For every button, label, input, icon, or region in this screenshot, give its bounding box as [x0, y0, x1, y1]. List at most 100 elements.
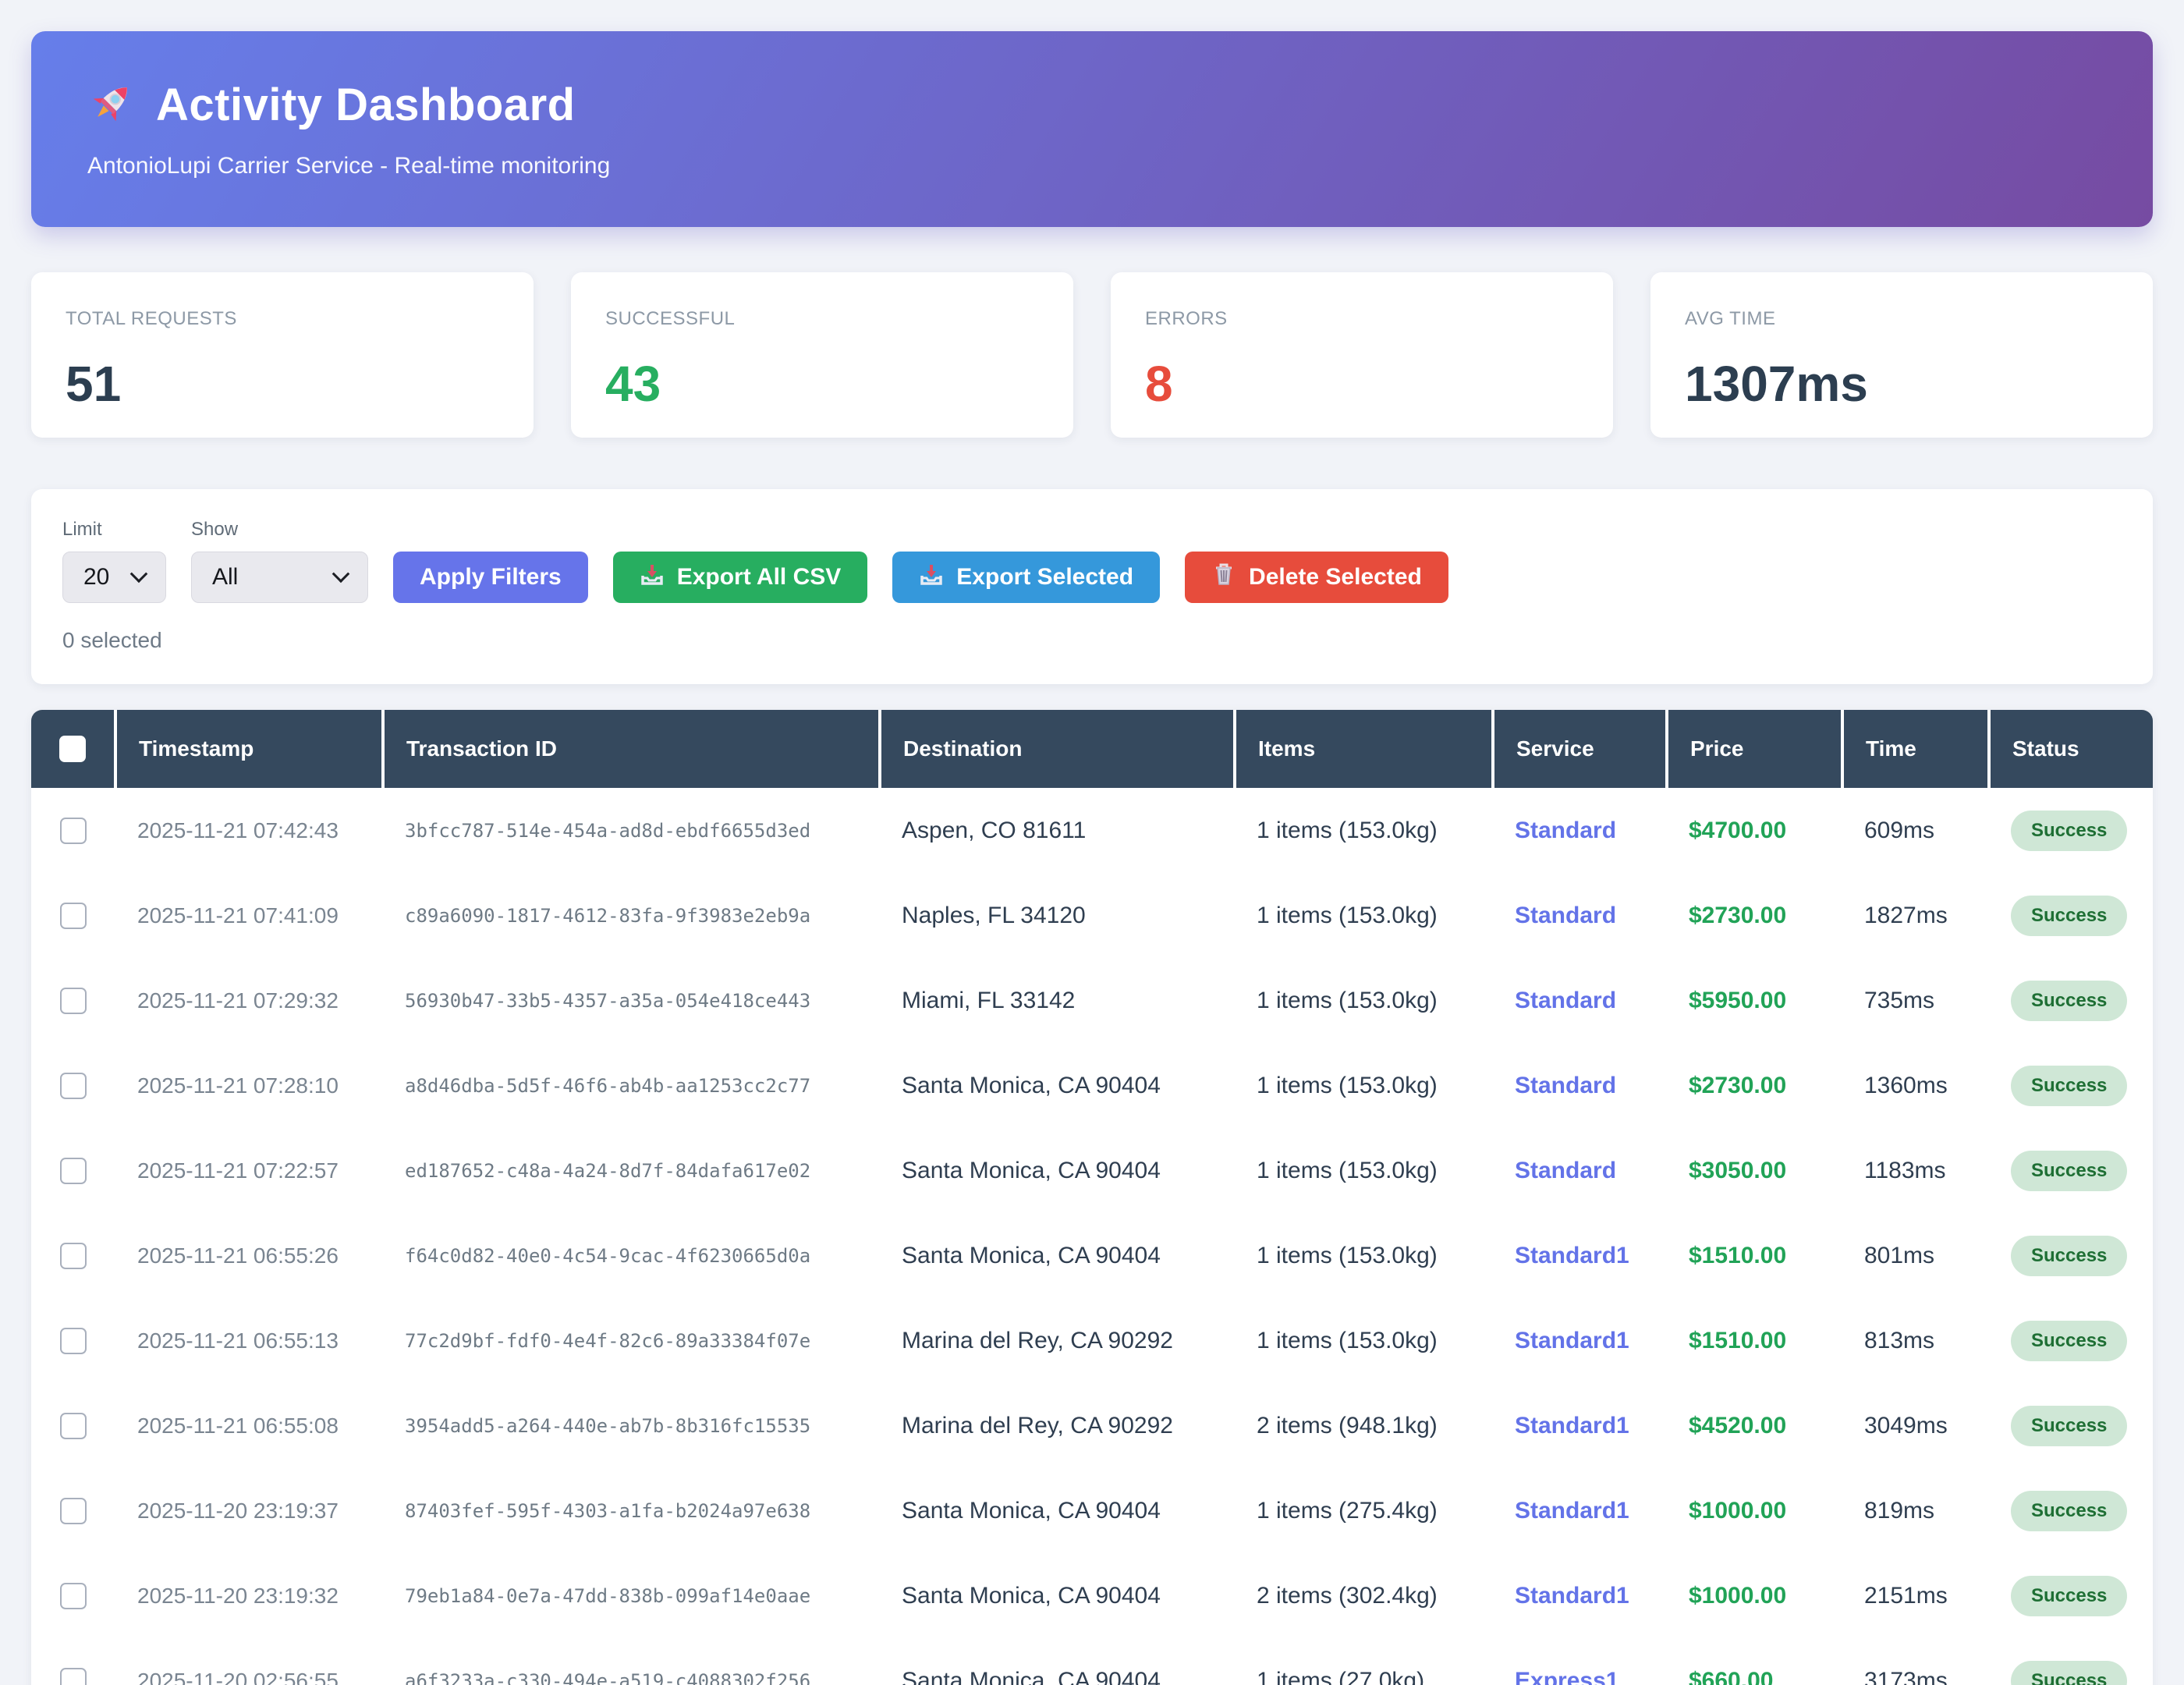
cell-price: $3050.00 — [1689, 1157, 1787, 1183]
delete-selected-button[interactable]: Delete Selected — [1185, 552, 1448, 603]
page-title: Activity Dashboard — [156, 80, 576, 130]
limit-select[interactable]: 20 — [62, 552, 166, 603]
cell-transaction-id: 3bfcc787-514e-454a-ad8d-ebdf6655d3ed — [405, 819, 811, 842]
cell-destination: Aspen, CO 81611 — [902, 817, 1087, 843]
status-badge: Success — [2011, 1660, 2128, 1685]
row-checkbox[interactable] — [60, 1327, 87, 1354]
cell-transaction-id: a6f3233a-c330-494e-a519-c4088302f256 — [405, 1669, 811, 1685]
show-select[interactable]: All — [191, 552, 368, 603]
status-badge: Success — [2011, 980, 2128, 1021]
status-badge: Success — [2011, 1150, 2128, 1191]
activity-table: Timestamp Transaction ID Destination Ite… — [31, 710, 2153, 1685]
cell-price: $1000.00 — [1689, 1582, 1787, 1609]
cell-time: 813ms — [1864, 1327, 1935, 1353]
cell-service: Standard1 — [1515, 1582, 1629, 1609]
table-row: 2025-11-20 02:56:55 a6f3233a-c330-494e-a… — [31, 1638, 2153, 1685]
row-checkbox-cell — [31, 958, 115, 1043]
column-header-time: Time — [1842, 710, 1991, 788]
limit-label: Limit — [62, 519, 102, 540]
cell-timestamp: 2025-11-20 02:56:55 — [137, 1668, 339, 1685]
column-header-transaction-id: Transaction ID — [383, 710, 881, 788]
stat-value-avg-time: 1307ms — [1685, 356, 1868, 412]
cell-items: 1 items (275.4kg) — [1257, 1497, 1438, 1524]
column-header-service: Service — [1493, 710, 1668, 788]
cell-items: 1 items (153.0kg) — [1257, 1327, 1438, 1353]
download-tray-icon — [919, 562, 944, 593]
stat-label: ERRORS — [1145, 308, 1228, 329]
cell-timestamp: 2025-11-21 06:55:08 — [137, 1413, 339, 1438]
stat-card-errors: ERRORS 8 — [1111, 272, 1613, 438]
cell-time: 1360ms — [1864, 1072, 1948, 1098]
export-selected-button[interactable]: Export Selected — [892, 552, 1161, 603]
cell-timestamp: 2025-11-21 06:55:13 — [137, 1328, 339, 1353]
cell-status: Success — [1989, 1043, 2153, 1128]
limit-select-value: 20 — [83, 564, 110, 590]
row-checkbox[interactable] — [60, 902, 87, 929]
row-checkbox[interactable] — [60, 817, 87, 844]
status-badge: Success — [2011, 1405, 2128, 1446]
cell-time: 801ms — [1864, 1242, 1935, 1268]
cell-service: Standard1 — [1515, 1327, 1629, 1353]
cell-items: 1 items (153.0kg) — [1257, 1072, 1438, 1098]
cell-transaction-id: 77c2d9bf-fdf0-4e4f-82c6-89a33384f07e — [405, 1329, 811, 1352]
cell-status: Success — [1989, 873, 2153, 958]
cell-time: 819ms — [1864, 1497, 1935, 1524]
cell-transaction-id: a8d46dba-5d5f-46f6-ab4b-aa1253cc2c77 — [405, 1074, 811, 1097]
stat-value-errors: 8 — [1145, 356, 1173, 412]
status-badge: Success — [2011, 1065, 2128, 1106]
cell-items: 1 items (27.0kg) — [1257, 1667, 1425, 1685]
cell-status: Success — [1989, 1638, 2153, 1685]
show-select-value: All — [212, 564, 239, 590]
cell-timestamp: 2025-11-21 07:42:43 — [137, 818, 339, 842]
select-all-checkbox[interactable] — [59, 736, 86, 763]
table-row: 2025-11-21 07:28:10 a8d46dba-5d5f-46f6-a… — [31, 1043, 2153, 1128]
export-selected-label: Export Selected — [956, 564, 1134, 590]
cell-timestamp: 2025-11-20 23:19:37 — [137, 1498, 339, 1523]
row-checkbox[interactable] — [60, 1072, 87, 1099]
cell-time: 1827ms — [1864, 902, 1948, 928]
cell-service: Standard1 — [1515, 1412, 1629, 1438]
cell-service: Standard1 — [1515, 1497, 1629, 1524]
cell-price: $1510.00 — [1689, 1242, 1787, 1268]
export-all-csv-label: Export All CSV — [676, 564, 842, 590]
cell-transaction-id: 3954add5-a264-440e-ab7b-8b316fc15535 — [405, 1414, 811, 1437]
stat-label: AVG TIME — [1685, 308, 1776, 329]
column-header-price: Price — [1667, 710, 1844, 788]
row-checkbox[interactable] — [60, 1667, 87, 1685]
table-row: 2025-11-20 23:19:32 79eb1a84-0e7a-47dd-8… — [31, 1553, 2153, 1638]
row-checkbox[interactable] — [60, 1582, 87, 1609]
stats-row: TOTAL REQUESTS 51 SUCCESSFUL 43 ERRORS 8… — [31, 272, 2153, 438]
row-checkbox-cell — [31, 788, 115, 873]
limit-filter-group: Limit 20 — [62, 519, 166, 603]
cell-status: Success — [1989, 1468, 2153, 1553]
row-checkbox-cell — [31, 873, 115, 958]
row-checkbox[interactable] — [60, 1157, 87, 1184]
cell-price: $1000.00 — [1689, 1497, 1787, 1524]
delete-selected-label: Delete Selected — [1249, 564, 1422, 590]
cell-service: Standard — [1515, 987, 1617, 1013]
row-checkbox[interactable] — [60, 1242, 87, 1269]
cell-timestamp: 2025-11-21 07:28:10 — [137, 1073, 339, 1098]
row-checkbox-cell — [31, 1043, 115, 1128]
activity-table-card: Timestamp Transaction ID Destination Ite… — [31, 710, 2153, 1685]
cell-timestamp: 2025-11-21 07:41:09 — [137, 903, 339, 928]
row-checkbox[interactable] — [60, 1412, 87, 1439]
cell-status: Success — [1989, 1298, 2153, 1383]
cell-price: $2730.00 — [1689, 902, 1787, 928]
cell-destination: Santa Monica, CA 90404 — [902, 1667, 1161, 1685]
column-header-destination: Destination — [880, 710, 1236, 788]
cell-service: Standard — [1515, 1157, 1617, 1183]
cell-time: 2151ms — [1864, 1582, 1948, 1609]
row-checkbox[interactable] — [60, 1497, 87, 1524]
cell-items: 1 items (153.0kg) — [1257, 902, 1438, 928]
cell-timestamp: 2025-11-21 06:55:26 — [137, 1243, 339, 1268]
row-checkbox[interactable] — [60, 987, 87, 1014]
cell-transaction-id: 79eb1a84-0e7a-47dd-838b-099af14e0aae — [405, 1584, 811, 1607]
apply-filters-button[interactable]: Apply Filters — [393, 552, 588, 603]
stat-value-total-requests: 51 — [66, 356, 122, 412]
cell-timestamp: 2025-11-21 07:22:57 — [137, 1158, 339, 1183]
header-banner: Activity Dashboard AntonioLupi Carrier S… — [31, 31, 2153, 227]
cell-price: $1510.00 — [1689, 1327, 1787, 1353]
export-all-csv-button[interactable]: Export All CSV — [612, 552, 868, 603]
